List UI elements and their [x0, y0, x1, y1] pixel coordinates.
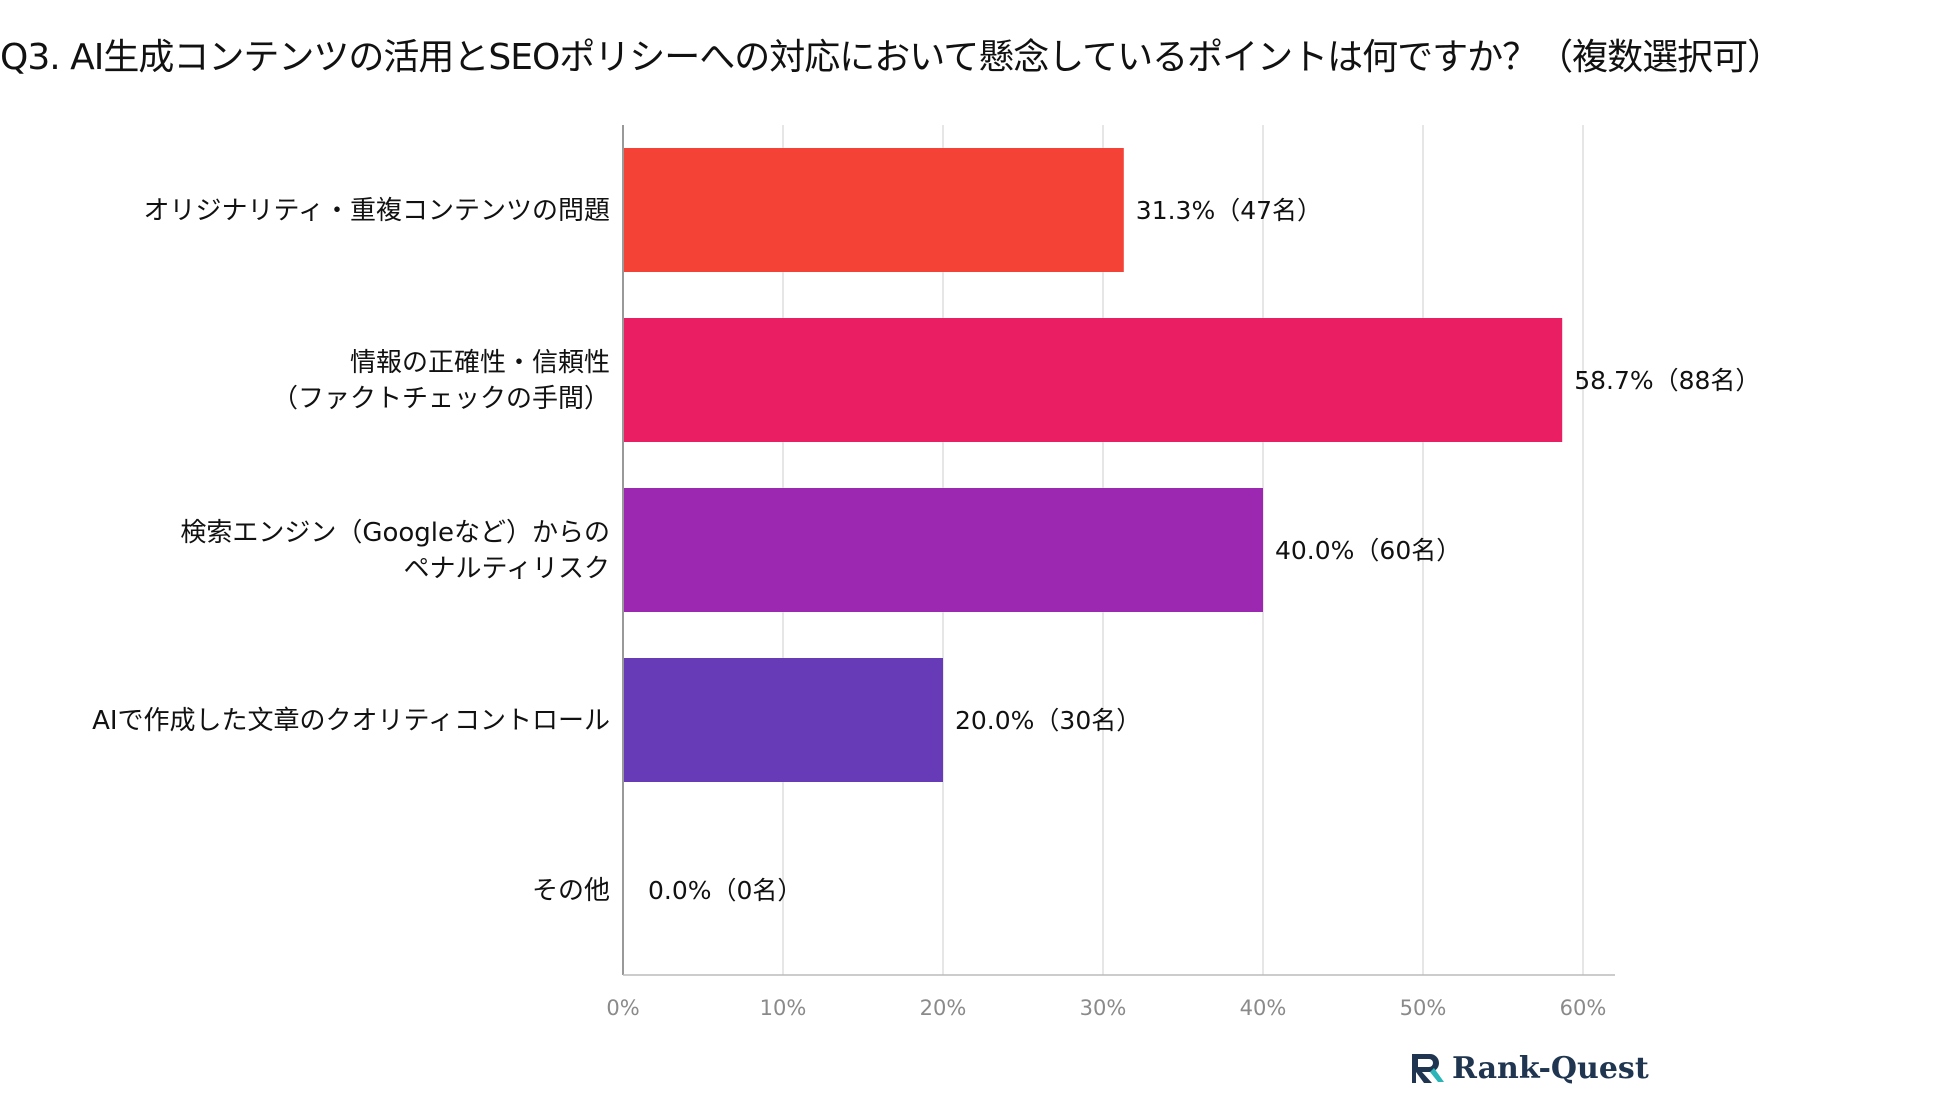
x-tick-label: 30% — [1080, 996, 1127, 1020]
category-label-line: オリジナリティ・重複コンテンツの問題 — [144, 196, 610, 226]
axes — [622, 125, 1615, 976]
category-label: 情報の正確性・信頼性 （ファクトチェックの手間） — [272, 348, 610, 414]
bar — [623, 318, 1563, 442]
value-label: 0.0%（0名） — [648, 876, 802, 905]
bar — [623, 658, 943, 782]
x-tick-label: 0% — [606, 996, 639, 1020]
category-label: オリジナリティ・重複コンテンツの問題 — [144, 196, 610, 226]
category-label-line: その他 — [532, 876, 610, 906]
category-label-line: AIで作成した文章のクオリティコントロール — [92, 706, 610, 736]
value-label: 40.0%（60名） — [1275, 536, 1461, 565]
brand-name: Rank-Quest — [1452, 1050, 1649, 1086]
x-tick-label: 50% — [1400, 996, 1447, 1020]
x-tick-label: 60% — [1560, 996, 1607, 1020]
value-label: 31.3%（47名） — [1136, 196, 1322, 225]
bar — [623, 148, 1124, 272]
value-label: 20.0%（30名） — [955, 706, 1141, 735]
category-label: その他 — [532, 876, 610, 906]
bar — [623, 488, 1263, 612]
bars — [623, 148, 1563, 782]
labels: 0% 10% 20% 30% 40% 50% 60% オリジナリティ・重複コンテンツの問題 31… — [92, 196, 1760, 1020]
value-label: 58.7%（88名） — [1574, 366, 1760, 395]
chart-title: Q3. AI生成コンテンツの活用とSEOポリシーへの対応において懸念しているポイ… — [0, 37, 1783, 78]
x-tick-label: 10% — [760, 996, 807, 1020]
category-label-line: 情報の正確性・信頼性 — [350, 348, 610, 378]
brand-logo: Rank-Quest — [1408, 1050, 1649, 1086]
x-tick-label: 20% — [920, 996, 967, 1020]
x-tick-label: 40% — [1240, 996, 1287, 1020]
category-label: 検索エンジン（Googleなど）からのペナルティリスク — [180, 518, 610, 584]
rank-quest-logo-icon — [1412, 1054, 1444, 1083]
category-label-line: ペナルティリスク — [404, 554, 610, 584]
category-label-line: （ファクトチェックの手間） — [272, 384, 610, 414]
category-label: AIで作成した文章のクオリティコントロール — [92, 706, 610, 736]
category-label-line: 検索エンジン（Googleなど）からの — [180, 518, 610, 548]
